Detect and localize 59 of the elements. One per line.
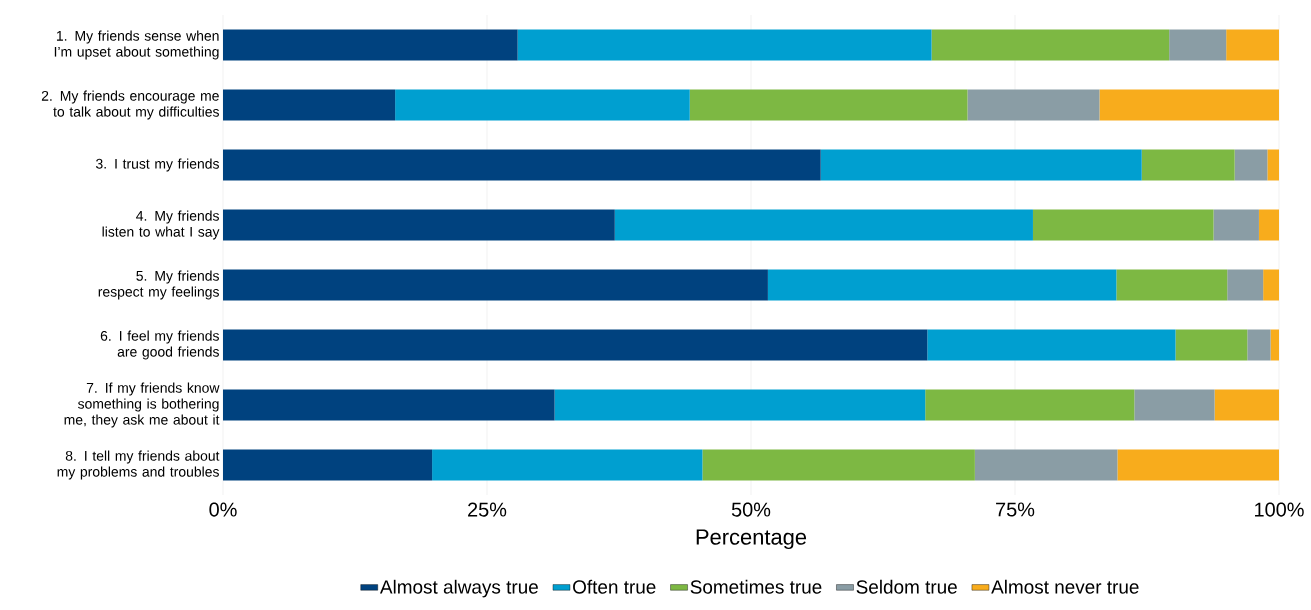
bar	[1169, 29, 1227, 61]
x-tick-label: 75%	[996, 502, 1035, 517]
x-tick-label: 25%	[468, 502, 507, 517]
x-axis-title: Percentage	[696, 529, 807, 550]
bar	[1270, 329, 1279, 361]
bar	[1267, 149, 1279, 181]
y-tick-label: 2. My friends encourage me to talk about my difficulties	[41, 90, 219, 120]
bar	[223, 389, 555, 421]
bar	[1247, 329, 1271, 361]
bar	[1032, 209, 1214, 241]
bar	[223, 269, 768, 301]
bar	[925, 389, 1135, 421]
y-tick-label: 1. My friends sense when I’m upset about something	[54, 30, 219, 60]
legend-label: Almost always true	[379, 579, 538, 598]
bar	[432, 449, 703, 481]
x-tick-label: 100%	[1255, 502, 1304, 517]
x-tick-label: 0%	[209, 502, 237, 517]
bar	[554, 389, 926, 421]
bar	[967, 89, 1100, 121]
bar	[1141, 149, 1235, 181]
bar	[1258, 209, 1279, 241]
bar	[223, 149, 821, 181]
bar	[702, 449, 975, 481]
bar	[820, 149, 1142, 181]
bar	[223, 89, 396, 121]
bar	[223, 209, 615, 241]
bar	[1213, 209, 1259, 241]
legend-label: Seldom true	[856, 579, 957, 594]
bar	[931, 29, 1170, 61]
bar	[1116, 269, 1228, 301]
y-tick-label: 4. My friends listen to what I say	[102, 210, 220, 240]
bar	[1227, 269, 1264, 301]
y-tick-label: 8. I tell my friends about my problems and troubles	[57, 450, 220, 480]
y-tick-label: 6. I feel my friends are good friends	[100, 330, 219, 360]
bar	[614, 209, 1033, 241]
bar	[1175, 329, 1248, 361]
bar	[689, 89, 968, 121]
bar	[1117, 449, 1279, 481]
bar	[1263, 269, 1279, 301]
bar	[223, 329, 928, 361]
bar	[1099, 89, 1279, 121]
bar	[1226, 29, 1279, 61]
bar	[223, 29, 518, 61]
legend-label: Almost never true	[991, 579, 1139, 594]
bar	[223, 449, 433, 481]
bar	[927, 329, 1176, 361]
bar	[1134, 389, 1215, 421]
bar	[1214, 389, 1279, 421]
x-tick-label: 50%	[731, 502, 771, 517]
y-tick-label: 7. If my friends know something is bothering me, they ask me about it	[64, 382, 220, 428]
y-tick-label: 5. My friends respect my feelings	[98, 270, 219, 300]
legend-label: Often true	[573, 579, 656, 594]
legend-label: Sometimes true	[690, 579, 822, 594]
y-tick-label: 3. I trust my friends	[96, 158, 219, 172]
bar	[767, 269, 1117, 301]
bar	[1234, 149, 1268, 181]
bar	[395, 89, 690, 121]
bar	[974, 449, 1118, 481]
bar	[517, 29, 932, 61]
